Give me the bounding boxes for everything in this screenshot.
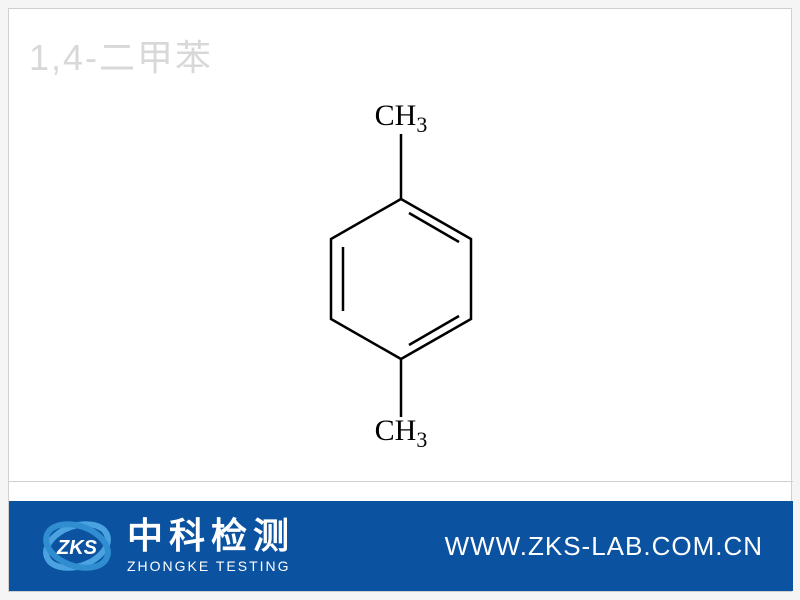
ch-label-top: CH xyxy=(375,99,417,132)
logo-abbr: ZKS xyxy=(56,537,98,559)
footer-bar: ZKS 中科检测 ZHONGKE TESTING WWW.ZKS-LAB.COM… xyxy=(9,501,793,591)
website-url[interactable]: WWW.ZKS-LAB.COM.CN xyxy=(445,531,763,562)
logo-block: ZKS 中科检测 ZHONGKE TESTING xyxy=(39,508,295,584)
company-name-cn: 中科检测 xyxy=(127,518,295,554)
horizontal-divider xyxy=(9,481,793,482)
zks-logo-icon: ZKS xyxy=(39,508,115,584)
methyl-group-top: CH3 xyxy=(375,99,428,138)
content-card: 1,4-二甲苯 CH3 CH3 ZKS xyxy=(8,8,792,592)
compound-title-watermark: 1,4-二甲苯 xyxy=(29,29,213,81)
methyl-group-bottom: CH3 xyxy=(375,414,428,453)
ch-label-bottom: CH xyxy=(375,414,417,447)
ch-sub-top: 3 xyxy=(416,112,427,137)
logo-text-block: 中科检测 ZHONGKE TESTING xyxy=(127,518,295,574)
company-name-en: ZHONGKE TESTING xyxy=(127,558,291,574)
ch-sub-bottom: 3 xyxy=(416,427,427,452)
chemical-structure-diagram: CH3 CH3 xyxy=(9,99,793,459)
benzene-ring-svg xyxy=(9,99,793,459)
